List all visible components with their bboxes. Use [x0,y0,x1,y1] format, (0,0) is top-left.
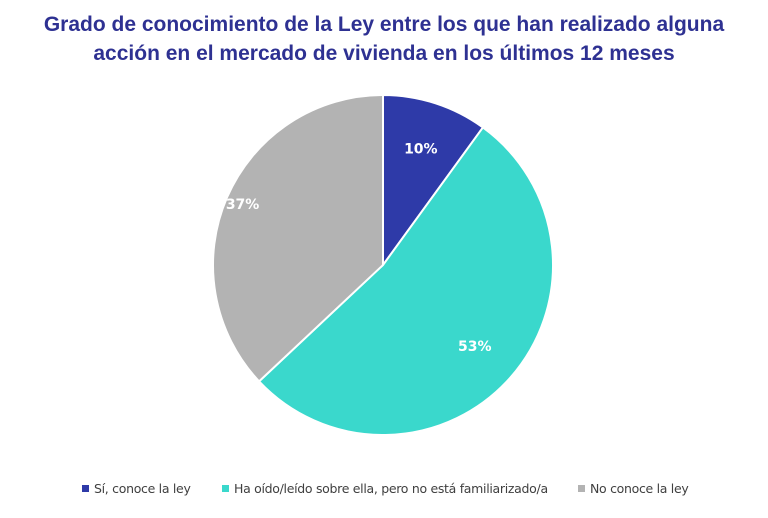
legend-item-ha-oido: Ha oído/leído sobre ella, pero no está f… [222,481,548,496]
data-label-ha-oido: 53% [458,339,492,355]
pie-slice-si-conoce [382,93,485,269]
chart-title: Grado de conocimiento de la Ley entre lo… [0,10,768,68]
chart-title-line-1: Grado de conocimiento de la Ley entre lo… [43,13,725,36]
data-label-si-conoce: 10% [404,142,438,158]
legend: Sí, conoce la ley Ha oído/leído sobre el… [0,481,768,501]
pie-slice-ha-oido [257,126,554,436]
legend-swatch-no-conoce [578,485,585,492]
legend-item-no-conoce: No conoce la ley [578,481,689,496]
legend-swatch-si-conoce [82,485,89,492]
legend-label-si-conoce: Sí, conoce la ley [94,481,191,496]
chart-title-line-2: acción en el mercado de vivienda en los … [93,42,675,65]
legend-item-si-conoce: Sí, conoce la ley [82,481,191,496]
data-label-no-conoce: 37% [226,197,260,213]
legend-label-ha-oido: Ha oído/leído sobre ella, pero no está f… [234,481,548,496]
pie-slice-no-conoce [212,93,384,383]
legend-label-no-conoce: No conoce la ley [590,481,689,496]
legend-swatch-ha-oido [222,485,229,492]
